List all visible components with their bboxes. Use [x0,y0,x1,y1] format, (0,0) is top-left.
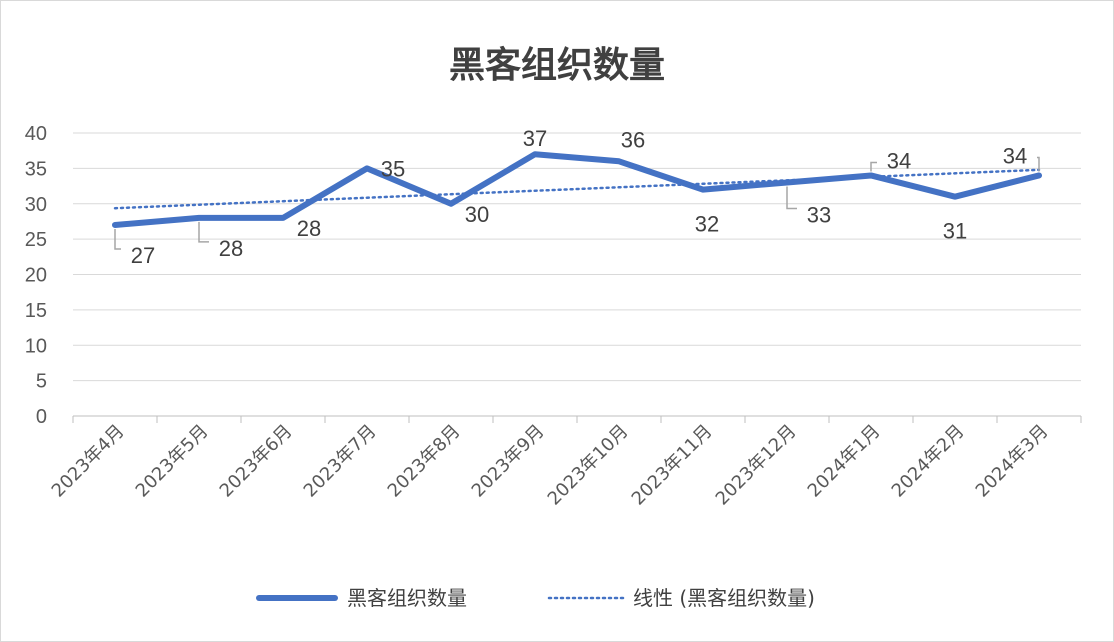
leader-line [114,228,121,250]
y-tick-label: 0 [36,406,47,428]
chart-title: 黑客组织数量 [449,45,665,86]
legend-trend-label: 线性 (黑客组织数量) [633,586,815,610]
data-label: 28 [219,236,243,261]
x-tick-label: 2023年10月 [544,421,633,510]
data-label: 30 [465,202,489,227]
x-tick-label: 2023年11月 [628,421,717,510]
data-label: 31 [943,219,967,244]
data-label: 37 [523,126,547,151]
data-label: 34 [887,148,911,173]
data-label: 27 [131,243,155,268]
x-tick-label: 2023年5月 [132,421,213,502]
series-line-path [112,151,1042,228]
y-tick-label: 20 [25,265,47,287]
x-tick-label: 2024年2月 [888,421,969,502]
data-labels: 27 28 28 35 30 37 36 32 33 34 31 34 [114,126,1040,268]
data-label: 33 [807,203,831,228]
y-tick-label: 30 [25,194,47,216]
leader-line [198,221,209,243]
y-tick-label: 15 [25,300,47,322]
x-tick-label: 2023年9月 [468,421,549,502]
x-tick-label: 2023年8月 [384,421,465,502]
data-label: 36 [621,127,645,152]
y-axis: 0 5 10 15 20 25 30 35 40 [25,123,47,428]
legend-series-label: 黑客组织数量 [347,586,467,610]
y-tick-label: 10 [25,335,47,357]
leader-line [1037,156,1040,172]
data-label: 32 [695,212,719,237]
x-tick-label: 2023年6月 [216,421,297,502]
x-axis: 2023年4月 2023年5月 2023年6月 2023年7月 2023年8月 2023年… [48,415,1082,510]
y-tick-label: 5 [36,371,47,393]
legend: 黑客组织数量 线性 (黑客组织数量) [256,586,815,610]
leader-line [786,186,797,210]
data-label: 34 [1003,143,1027,168]
trendline-path [113,168,1041,210]
x-tick-label: 2024年1月 [804,421,885,502]
data-label: 35 [381,156,405,181]
data-label: 28 [297,216,321,241]
series-line [112,151,1042,228]
leader-line [870,161,877,172]
y-tick-label: 40 [25,123,47,145]
x-tick-label: 2023年12月 [712,421,801,510]
x-tick-label: 2024年3月 [972,421,1053,502]
y-tick-label: 35 [25,158,47,180]
trendline [113,168,1041,210]
y-tick-label: 25 [25,229,47,251]
x-tick-label: 2023年7月 [300,421,381,502]
x-tick-label: 2023年4月 [48,421,129,502]
